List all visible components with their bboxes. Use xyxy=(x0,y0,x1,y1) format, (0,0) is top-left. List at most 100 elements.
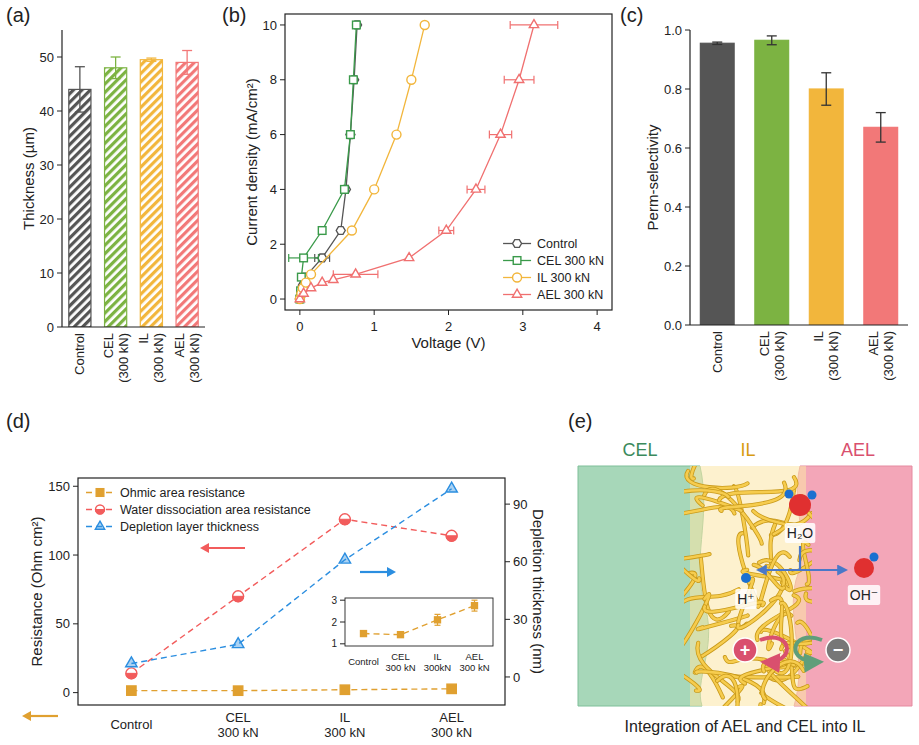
axis-arrow xyxy=(22,711,58,721)
category-label: CEL(300 kN) xyxy=(757,331,787,381)
point xyxy=(339,553,350,563)
category-panel: 050100150Resistance (Ohm cm²)0306090Depl… xyxy=(22,478,547,740)
point xyxy=(351,269,360,277)
anion xyxy=(826,638,850,662)
tick xyxy=(57,273,62,274)
plot-frame xyxy=(345,598,493,646)
error-bar xyxy=(435,614,441,625)
point xyxy=(306,283,315,291)
oxygen xyxy=(854,558,874,578)
tick xyxy=(340,600,345,601)
error-bar xyxy=(146,58,156,61)
tick xyxy=(374,310,375,315)
error-cap xyxy=(510,21,511,29)
point xyxy=(496,129,505,137)
category-label: CEL300 kN xyxy=(385,651,415,673)
dissociation-stem xyxy=(799,546,801,570)
panel-label: (b) xyxy=(222,4,246,26)
point xyxy=(392,130,401,139)
legend-text: AEL 300 kN xyxy=(537,288,603,302)
axis-title: Current density (mA/cm²) xyxy=(243,78,260,246)
fibre-edge xyxy=(684,648,700,691)
hydrogen xyxy=(870,553,879,562)
point xyxy=(341,186,350,194)
error-cap xyxy=(182,50,192,51)
tick xyxy=(340,622,345,623)
error-cap xyxy=(377,270,378,278)
tick xyxy=(73,555,78,556)
error-cap xyxy=(511,131,512,139)
legend-text: Water dissociation area resistance xyxy=(120,503,311,517)
text-line: (300 kN) xyxy=(116,333,131,383)
tick-label: 3 xyxy=(519,319,526,334)
tick xyxy=(505,676,510,677)
error-cap xyxy=(453,227,454,235)
tick xyxy=(505,619,510,620)
bar xyxy=(864,127,898,325)
point xyxy=(353,21,361,29)
text-line: (300 kN) xyxy=(881,331,896,381)
error-line xyxy=(115,57,116,79)
hydrogen xyxy=(785,490,794,499)
bar xyxy=(809,89,843,325)
text-line: 300kN xyxy=(424,662,452,673)
category-label: Control xyxy=(348,656,379,667)
legend-entry: Depletion layer thickness xyxy=(86,520,259,534)
tick-label: 1.0 xyxy=(664,23,682,38)
fibre xyxy=(686,471,747,488)
error-bar xyxy=(472,600,478,611)
point xyxy=(407,75,416,84)
point xyxy=(361,631,367,637)
text-line: (300 kN) xyxy=(151,333,166,383)
text-line: AEL xyxy=(866,331,881,356)
point xyxy=(127,686,136,695)
caption: Integration of AEL and CEL into IL xyxy=(625,718,866,735)
tick xyxy=(280,244,285,245)
series-line xyxy=(131,689,451,691)
tick-label: 2 xyxy=(445,319,452,334)
tick-label: 30 xyxy=(40,158,54,173)
error-cap xyxy=(712,44,722,45)
series-line xyxy=(300,25,534,299)
y-axis xyxy=(61,30,62,327)
point xyxy=(346,131,355,139)
point xyxy=(442,225,451,233)
fibre xyxy=(700,625,738,657)
fibre-edge xyxy=(734,486,748,555)
bar-panel: ControlCEL(300 kN)IL(300 kN)AEL(300 kN)0… xyxy=(20,30,205,383)
tick-label: 0 xyxy=(513,670,520,685)
error-cap xyxy=(146,61,156,62)
ael-layer xyxy=(793,466,912,706)
fibre-edge xyxy=(700,625,738,657)
fibre-edge xyxy=(761,693,812,706)
marker-ring xyxy=(446,530,457,541)
tick-label: 100 xyxy=(48,548,70,563)
point xyxy=(232,638,243,648)
category-label: AEL300 kN xyxy=(431,710,472,740)
legend: Ohmic area resistance Water dissociation … xyxy=(86,486,311,534)
error-line xyxy=(771,36,772,45)
legend-marker xyxy=(512,289,521,297)
tick-label: 40 xyxy=(40,104,54,119)
fibre-edge xyxy=(747,704,761,706)
error-bar xyxy=(767,36,777,45)
tick xyxy=(57,165,62,166)
marker-half xyxy=(339,519,350,525)
tick xyxy=(685,148,690,149)
tick-label: 0.0 xyxy=(664,318,682,333)
error-cap xyxy=(876,141,886,142)
cation-arrow xyxy=(760,638,787,663)
fibre-edge xyxy=(684,528,699,581)
fibre xyxy=(691,466,710,479)
marker-ring xyxy=(96,505,105,514)
tick xyxy=(505,504,510,505)
tick-label: 0 xyxy=(63,685,70,700)
point xyxy=(350,76,358,84)
bar-panel: ControlCEL(300 kN)IL(300 kN)AEL(300 kN)0… xyxy=(644,23,908,381)
bars xyxy=(700,36,897,325)
tick-label: 50 xyxy=(56,616,70,631)
tick xyxy=(280,299,285,300)
tick xyxy=(57,327,62,328)
fibre-edge xyxy=(684,490,729,510)
legend-text: Ohmic area resistance xyxy=(120,486,245,500)
